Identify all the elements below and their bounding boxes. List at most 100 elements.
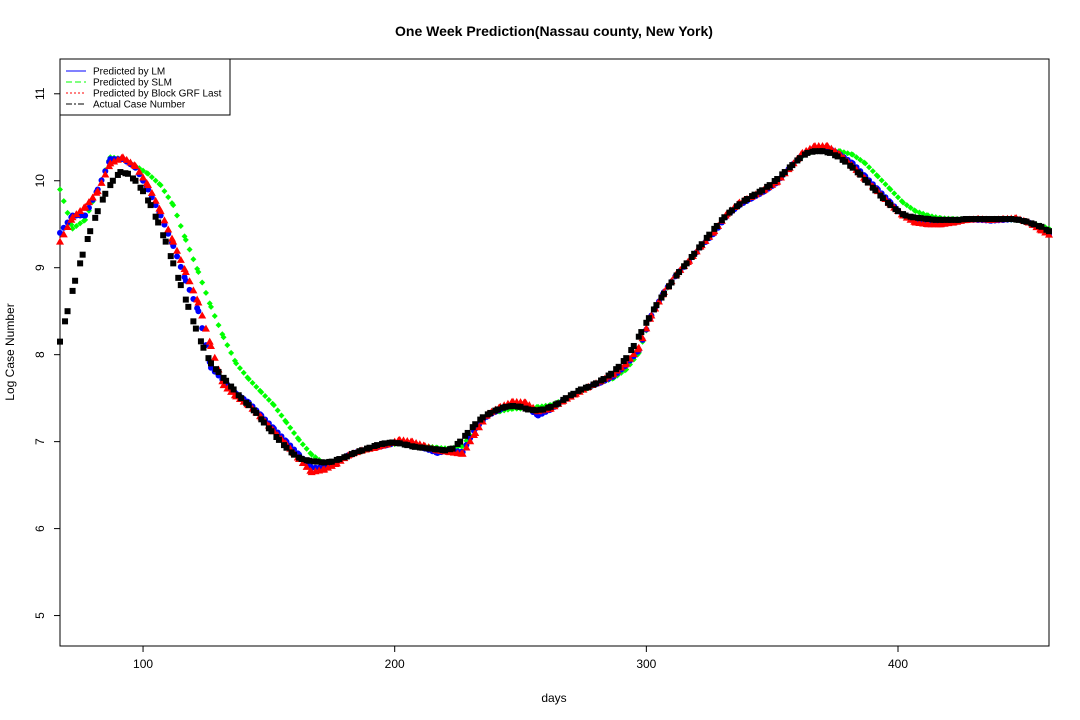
- series-2-point: [160, 216, 169, 224]
- series-3-point: [1015, 216, 1022, 223]
- series-3-point: [789, 162, 796, 169]
- series-2-point: [521, 398, 530, 406]
- series-3-point: [494, 406, 501, 413]
- series-3-point: [162, 238, 169, 245]
- x-tick-label-100: 100: [133, 657, 153, 671]
- series-0-point: [82, 212, 89, 219]
- y-axis: 5 6 7 8 9 10 11: [33, 87, 60, 619]
- series-2-point: [466, 437, 475, 445]
- series-3-point: [819, 148, 826, 155]
- series-1-point: [299, 441, 306, 448]
- series-3-point: [69, 287, 76, 294]
- plot-frame: [59, 58, 1050, 647]
- series-3-point: [192, 325, 199, 332]
- series-3-point: [404, 442, 411, 449]
- series-3-point: [696, 244, 703, 251]
- series-3-point: [721, 214, 728, 221]
- series-2-point: [97, 178, 106, 186]
- series-3-point: [313, 458, 320, 465]
- series-3-point: [570, 390, 577, 397]
- series-3-point: [175, 274, 182, 281]
- series-2-point: [458, 449, 467, 457]
- series-3-point: [472, 421, 479, 428]
- series-2-point: [126, 158, 135, 166]
- series-0-point: [195, 308, 202, 315]
- series-3-point: [615, 363, 622, 370]
- series-3-point: [253, 409, 260, 416]
- series-3-point: [62, 318, 69, 325]
- series-2-point: [219, 381, 228, 389]
- series-3-point: [426, 445, 433, 452]
- series-2-point: [198, 311, 207, 319]
- series-3-point: [170, 260, 177, 267]
- series-3-point: [205, 355, 212, 362]
- series-3-point: [970, 216, 977, 223]
- series-3-point: [343, 453, 350, 460]
- series-3-point: [766, 182, 773, 189]
- series-3-point: [117, 169, 124, 176]
- series-3-point: [109, 177, 116, 184]
- series-1-point: [161, 188, 168, 195]
- x-tick-label-200: 200: [385, 657, 405, 671]
- series-3-point: [593, 380, 600, 387]
- series-3-point: [275, 436, 282, 443]
- series-3-point: [638, 329, 645, 336]
- series-1-point: [907, 204, 914, 211]
- series-3-point: [517, 403, 524, 410]
- series-3-point: [207, 360, 214, 367]
- series-3-point: [525, 406, 532, 413]
- series-2: [56, 141, 1053, 476]
- series-3-point: [688, 253, 695, 260]
- series-1-point: [207, 303, 214, 310]
- series-3-point: [160, 232, 167, 239]
- series-3-point: [57, 338, 63, 345]
- series-1-point: [195, 269, 202, 276]
- series-2-point: [164, 225, 173, 233]
- series-2-point: [101, 170, 110, 178]
- series-1-point: [308, 451, 315, 458]
- series-1-point: [236, 365, 243, 372]
- series-3-point: [464, 429, 471, 436]
- series-3-point: [628, 347, 635, 354]
- series-3-point: [64, 308, 71, 315]
- series-1-point: [283, 419, 290, 426]
- series-2-point: [144, 181, 153, 189]
- series-3-point: [691, 250, 698, 257]
- series-3-point: [1046, 228, 1052, 235]
- series-2-point: [471, 428, 480, 436]
- series-3-point: [940, 216, 947, 223]
- series-1-point: [186, 246, 193, 253]
- series-1-point: [296, 436, 303, 443]
- series-2-point: [139, 173, 148, 181]
- series-2-point: [327, 461, 336, 469]
- series-3-point: [419, 444, 426, 451]
- series-3-point: [796, 155, 803, 162]
- series-2-point: [189, 286, 198, 294]
- series-3-point: [932, 216, 939, 223]
- series-3-point: [555, 400, 562, 407]
- series-3: [57, 148, 1052, 466]
- series-3-point: [955, 216, 962, 223]
- series-1-point: [891, 190, 898, 197]
- series-3-point: [1000, 216, 1007, 223]
- series-3-point: [993, 216, 1000, 223]
- series-2-point: [93, 187, 102, 195]
- series-3-point: [1008, 216, 1015, 223]
- series-2-point: [201, 324, 210, 332]
- series-2-point: [302, 462, 311, 470]
- series-1-point: [887, 186, 894, 193]
- legend-label-3: Actual Case Number: [93, 100, 186, 111]
- series-3-point: [92, 214, 99, 221]
- x-tick-label-300: 300: [636, 657, 656, 671]
- series-3-point: [577, 386, 584, 393]
- series-2-point: [84, 198, 93, 206]
- series-2-point: [629, 349, 638, 357]
- series-1-point: [853, 154, 860, 161]
- series-3-point: [660, 290, 667, 297]
- series-1-point: [73, 222, 80, 229]
- series-2-point: [320, 465, 329, 473]
- series-3-point: [72, 277, 79, 284]
- series-2-point: [823, 141, 832, 149]
